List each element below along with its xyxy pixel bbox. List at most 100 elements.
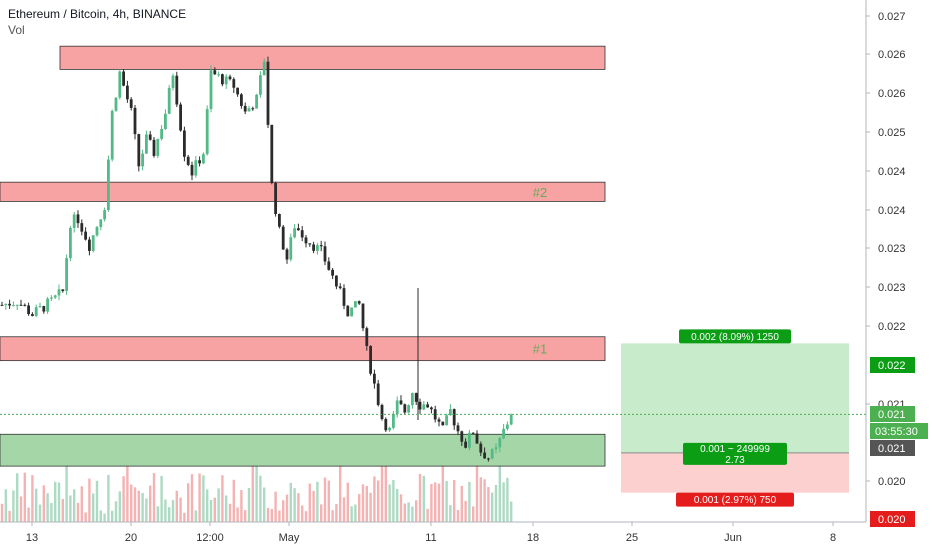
volume-bar — [297, 493, 300, 522]
candle-body — [171, 75, 175, 88]
volume-bar — [377, 480, 380, 522]
candle-body — [433, 409, 437, 420]
axis-target-badge-text: 0.022 — [878, 360, 906, 372]
volume-bar — [156, 506, 159, 522]
volume-bar — [475, 464, 479, 522]
candle-body — [464, 441, 467, 448]
volume-bar — [50, 502, 53, 522]
volume-bar — [217, 488, 220, 522]
axis-target-badge-bg — [870, 357, 915, 373]
volume-bar — [73, 489, 76, 522]
candle-body — [452, 409, 456, 426]
volume-bar — [244, 510, 247, 522]
volume-bar — [141, 492, 144, 522]
volume-bar — [0, 503, 4, 522]
candle-body — [411, 393, 414, 406]
candle-body — [274, 183, 277, 215]
candle-body — [259, 75, 262, 95]
candle-body — [395, 400, 399, 414]
candle-body — [240, 94, 243, 106]
price-tick-label: 0.027 — [878, 11, 906, 23]
candle-body — [57, 289, 61, 296]
time-tick-label: 8 — [830, 532, 836, 544]
volume-bar — [380, 435, 384, 522]
candle-body — [72, 214, 76, 228]
volume-bar — [365, 486, 368, 522]
candle-body — [319, 245, 323, 247]
stop-badge-bg — [676, 492, 794, 507]
volume-bar — [293, 488, 296, 522]
candle-body — [107, 159, 110, 211]
chart-legend: Ethereum / Bitcoin, 4h, BINANCE Vol — [8, 6, 186, 38]
volume-bar — [190, 474, 194, 522]
candle-body — [380, 404, 384, 420]
price-tick-label: 0.023 — [878, 243, 906, 255]
volume-label[interactable]: Vol — [8, 23, 25, 37]
candle-body — [426, 404, 429, 408]
volume-bar — [339, 463, 342, 522]
symbol-title[interactable]: Ethereum / Bitcoin, 4h, BINANCE — [8, 7, 187, 21]
volume-bar — [213, 497, 216, 522]
countdown-bg — [870, 423, 928, 439]
volume-bar — [342, 497, 346, 522]
candle-body — [350, 307, 353, 317]
volume-bar — [263, 487, 266, 522]
volume-bar — [323, 477, 327, 522]
volume-bar — [460, 485, 463, 522]
candle-body — [228, 76, 232, 80]
candle-body — [137, 134, 141, 167]
candle-body — [69, 227, 72, 259]
candle-body — [247, 108, 251, 112]
volume-bar — [259, 475, 262, 522]
target-area — [621, 343, 849, 453]
candle-body — [255, 94, 258, 109]
candle-body — [365, 328, 369, 346]
axis-entry-badge-text: 0.021 — [878, 443, 906, 455]
volume-bar — [350, 506, 353, 522]
volume-bar — [42, 485, 45, 522]
candle-body — [281, 226, 285, 250]
candle-body — [437, 419, 441, 422]
time-tick-label: 11 — [425, 532, 436, 544]
volume-bar — [65, 462, 68, 522]
candle-body — [50, 297, 53, 299]
volume-bar — [92, 493, 95, 522]
volume-bar — [194, 510, 197, 522]
candle-body — [190, 164, 194, 176]
volume-bar — [384, 439, 387, 522]
volume-bar — [31, 475, 34, 522]
candle-body — [175, 75, 179, 105]
volume-bar — [373, 476, 376, 522]
volume-bar — [430, 484, 433, 522]
candle-body — [217, 74, 220, 76]
entry-badge-bg — [683, 442, 787, 465]
candle-body — [384, 419, 388, 431]
volume-bar — [358, 494, 361, 522]
volume-bar — [160, 475, 163, 522]
volume-bar — [61, 498, 64, 522]
volume-bar — [183, 512, 186, 522]
zone-zone-1 — [0, 336, 606, 362]
time-tick-label: Jun — [724, 532, 742, 544]
time-tick-label: 25 — [626, 532, 638, 544]
candle-body — [278, 214, 281, 227]
axis-entry-badge-bg — [870, 440, 915, 456]
axis-current-badge-bg — [870, 406, 915, 422]
candle-body — [179, 104, 182, 131]
candle-body — [19, 304, 23, 306]
candle-body — [388, 427, 391, 431]
volume-bar — [57, 482, 61, 522]
candle-body — [475, 433, 479, 444]
volume-bar — [316, 481, 319, 522]
candle-body — [80, 223, 84, 232]
stop-badge-text: 0.001 (2.97%) 750 — [694, 495, 777, 506]
candle-body — [346, 305, 350, 317]
candle-body — [441, 421, 445, 426]
volume-bar — [498, 447, 501, 522]
volume-bar — [285, 494, 289, 522]
volume-bar — [255, 438, 258, 522]
volume-bar — [445, 480, 448, 522]
candle-body — [27, 305, 30, 315]
